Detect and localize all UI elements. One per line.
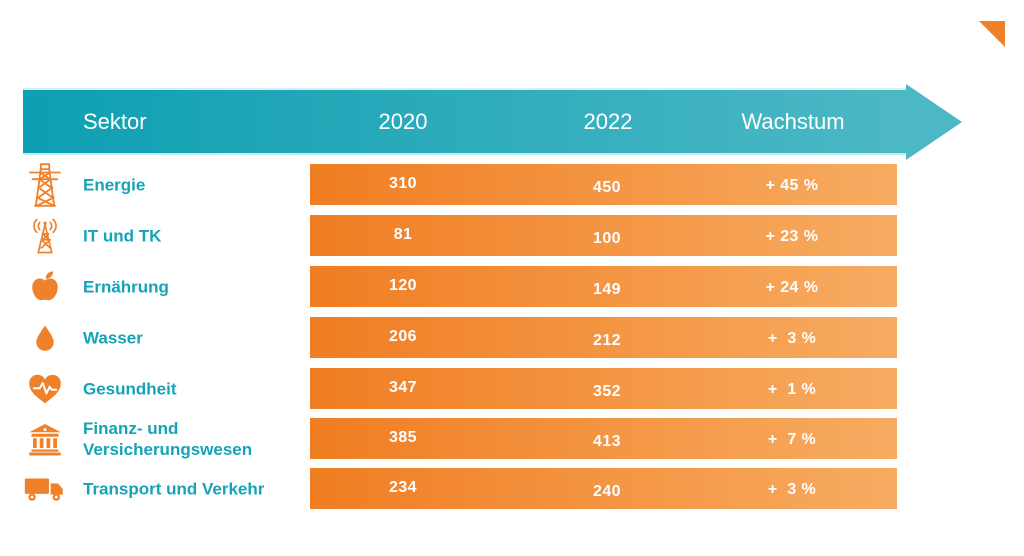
value-2022: 100 xyxy=(593,229,621,247)
sector-label: IT und TK xyxy=(83,225,162,245)
column-header-2020: 2020 xyxy=(378,108,428,134)
table-row: Ernährung 120 149 + 24 % xyxy=(0,266,1024,307)
sector-label: Wasser xyxy=(83,327,143,347)
header-arrow-band: Sektor 2020 2022 Wachstum xyxy=(23,90,906,153)
sector-label: Ernährung xyxy=(83,276,169,296)
data-bar: 206 212 + 3 % xyxy=(310,317,897,358)
value-growth: + 23 % xyxy=(765,227,819,245)
corner-triangle-decoration xyxy=(979,21,1005,47)
data-bar: 385 413 + 7 % xyxy=(310,418,897,459)
sector-label: Transport und Verkehr xyxy=(83,478,265,498)
truck-icon xyxy=(20,474,70,504)
value-growth: + 7 % xyxy=(767,430,817,448)
value-2020: 81 xyxy=(393,225,413,243)
table-row: Gesundheit 347 352 + 1 % xyxy=(0,368,1024,409)
value-2020: 385 xyxy=(389,428,417,446)
table-row: IT und TK 81 100 + 23 % xyxy=(0,215,1024,256)
column-header-sektor: Sektor xyxy=(83,108,147,134)
value-2022: 352 xyxy=(593,382,621,400)
sector-label: Gesundheit xyxy=(83,378,177,398)
heart-pulse-icon xyxy=(20,372,70,406)
transmission-tower-icon xyxy=(20,161,70,209)
column-header-wachstum: Wachstum xyxy=(741,108,845,134)
value-2022: 149 xyxy=(593,280,621,298)
table-row: Wasser 206 212 + 3 % xyxy=(0,317,1024,358)
data-bar: 234 240 + 3 % xyxy=(310,468,897,509)
table-row: Energie 310 450 + 45 % xyxy=(0,162,1024,207)
data-bar: 347 352 + 1 % xyxy=(310,368,897,409)
table-row: Transport und Verkehr 234 240 + 3 % xyxy=(0,468,1024,509)
value-2020: 206 xyxy=(389,327,417,345)
value-2022: 212 xyxy=(593,331,621,349)
radio-tower-icon xyxy=(20,214,70,258)
value-2020: 310 xyxy=(389,174,417,192)
value-2022: 413 xyxy=(593,432,621,450)
value-growth: + 1 % xyxy=(767,380,817,398)
sector-label: Energie xyxy=(83,174,146,194)
data-bar: 310 450 + 45 % xyxy=(310,164,897,205)
value-growth: + 3 % xyxy=(767,480,817,498)
value-2020: 347 xyxy=(389,378,417,396)
arrow-head-icon xyxy=(906,84,962,160)
value-2022: 450 xyxy=(593,178,621,196)
apple-icon xyxy=(20,269,70,305)
value-growth: + 3 % xyxy=(767,329,817,347)
column-header-2022: 2022 xyxy=(583,108,633,134)
data-bar: 81 100 + 23 % xyxy=(310,215,897,256)
value-2020: 120 xyxy=(389,276,417,294)
table-row: Finanz- und Versicherungswesen 385 413 +… xyxy=(0,418,1024,459)
value-growth: + 24 % xyxy=(765,278,819,296)
sector-label: Finanz- und Versicherungswesen xyxy=(83,418,253,459)
value-2020: 234 xyxy=(389,478,417,496)
value-growth: + 45 % xyxy=(765,176,819,194)
bank-icon xyxy=(20,422,70,456)
data-bar: 120 149 + 24 % xyxy=(310,266,897,307)
water-drop-icon xyxy=(20,320,70,356)
value-2022: 240 xyxy=(593,482,621,500)
